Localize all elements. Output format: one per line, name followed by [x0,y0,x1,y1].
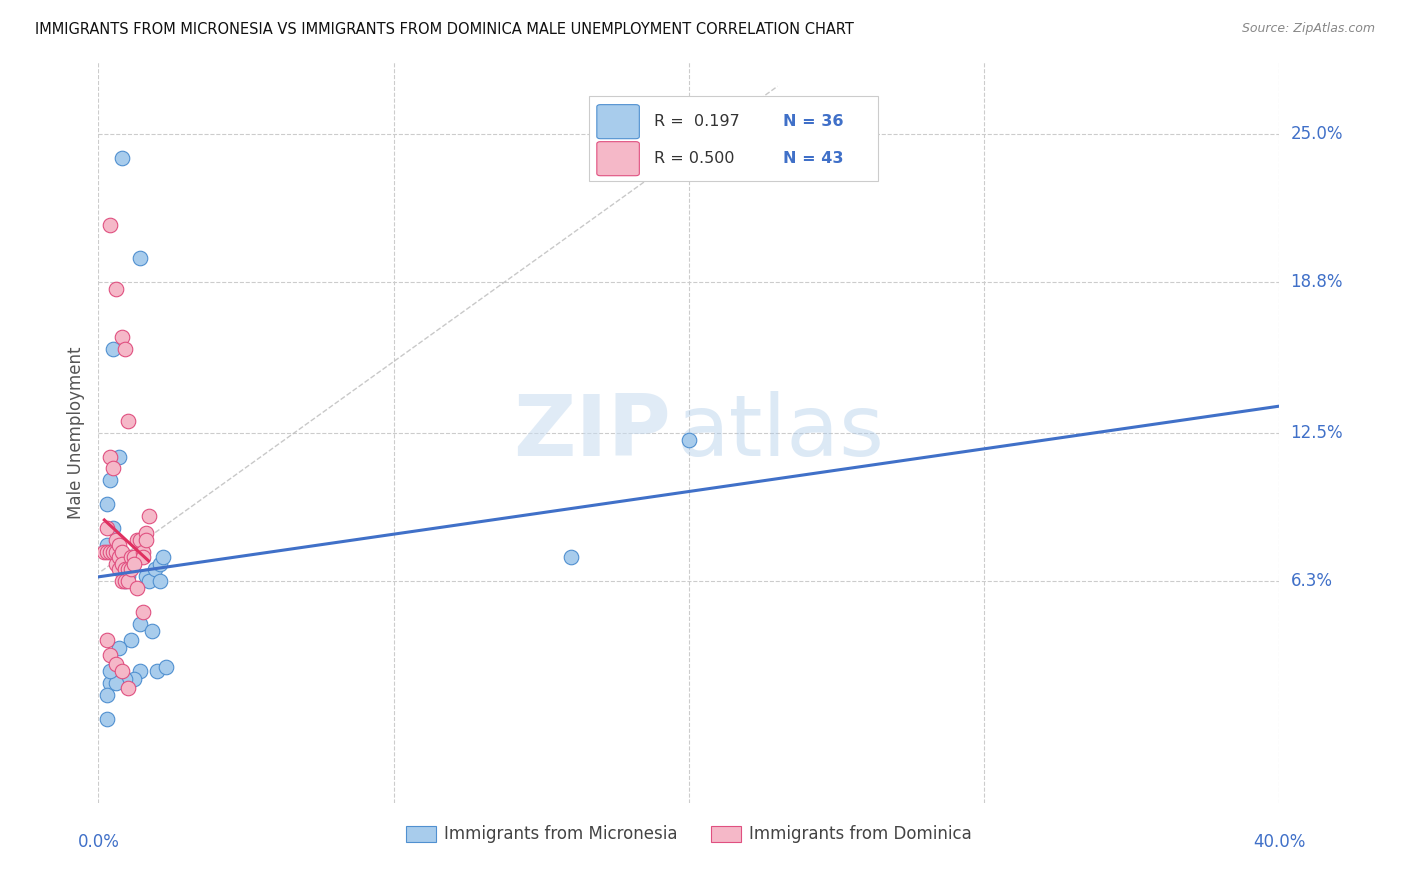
Point [155,659,177,673]
Point [98,665,121,679]
Point [114,672,136,686]
Point [138,574,160,588]
Point [114,574,136,588]
Point [138,509,160,524]
Text: 25.0%: 25.0% [1291,125,1343,143]
Point [103,461,125,475]
Point [108,640,131,655]
Point [108,538,131,552]
Point [117,574,139,588]
Point [125,581,148,595]
Point [560,549,582,564]
Text: 18.8%: 18.8% [1291,273,1343,291]
Point [122,672,145,686]
Text: R =  0.197: R = 0.197 [654,114,740,129]
Point [135,533,157,547]
Point [96,521,118,535]
Point [117,414,139,428]
Text: 0.0%: 0.0% [77,833,120,851]
Point [111,665,134,679]
Point [111,574,134,588]
Point [149,557,172,571]
Point [114,574,136,588]
Point [98,450,121,464]
Point [152,549,174,564]
Text: N = 36: N = 36 [783,114,844,129]
Point [120,633,142,648]
Point [132,549,155,564]
Point [128,665,150,679]
Text: 12.5%: 12.5% [1291,424,1343,442]
Point [96,633,118,648]
Text: ZIP: ZIP [513,391,671,475]
Point [105,657,128,672]
Point [103,521,125,535]
Point [108,450,131,464]
Point [96,497,118,511]
Text: R = 0.500: R = 0.500 [654,151,734,166]
Point [128,252,150,266]
Point [120,562,142,576]
Point [117,569,139,583]
Point [132,545,155,559]
Point [111,545,134,559]
Point [132,605,155,619]
Point [96,689,118,703]
Point [128,616,150,631]
Point [98,648,121,662]
Legend: Immigrants from Micronesia, Immigrants from Dominica: Immigrants from Micronesia, Immigrants f… [399,819,979,850]
Point [93,545,115,559]
Point [122,557,145,571]
Point [105,282,128,296]
FancyBboxPatch shape [589,95,877,181]
Point [98,545,121,559]
Text: N = 43: N = 43 [783,151,844,166]
Point [103,342,125,356]
Y-axis label: Male Unemployment: Male Unemployment [66,346,84,519]
Point [117,549,139,564]
Point [125,549,148,564]
Point [125,533,148,547]
Text: 40.0%: 40.0% [1253,833,1306,851]
Point [103,545,125,559]
Point [114,562,136,576]
Text: atlas: atlas [678,391,886,475]
Point [96,538,118,552]
Point [143,562,166,576]
Point [111,330,134,344]
Point [111,557,134,571]
Point [105,557,128,571]
Point [149,574,172,588]
Text: Source: ZipAtlas.com: Source: ZipAtlas.com [1241,22,1375,36]
Point [678,433,700,447]
Point [135,569,157,583]
Point [120,549,142,564]
FancyBboxPatch shape [596,104,640,138]
Point [111,562,134,576]
Point [105,676,128,690]
Point [108,562,131,576]
Point [141,624,163,638]
Point [146,665,169,679]
FancyBboxPatch shape [596,142,640,176]
Point [111,151,134,165]
Text: IMMIGRANTS FROM MICRONESIA VS IMMIGRANTS FROM DOMINICA MALE UNEMPLOYMENT CORRELA: IMMIGRANTS FROM MICRONESIA VS IMMIGRANTS… [35,22,853,37]
Point [105,545,128,559]
Point [98,218,121,232]
Point [128,533,150,547]
Point [105,545,128,559]
Point [117,681,139,695]
Point [96,712,118,726]
Point [98,474,121,488]
Point [122,549,145,564]
Point [117,562,139,576]
Point [105,533,128,547]
Point [98,676,121,690]
Point [96,545,118,559]
Point [114,342,136,356]
Point [135,525,157,540]
Text: 6.3%: 6.3% [1291,572,1333,590]
Point [108,549,131,564]
